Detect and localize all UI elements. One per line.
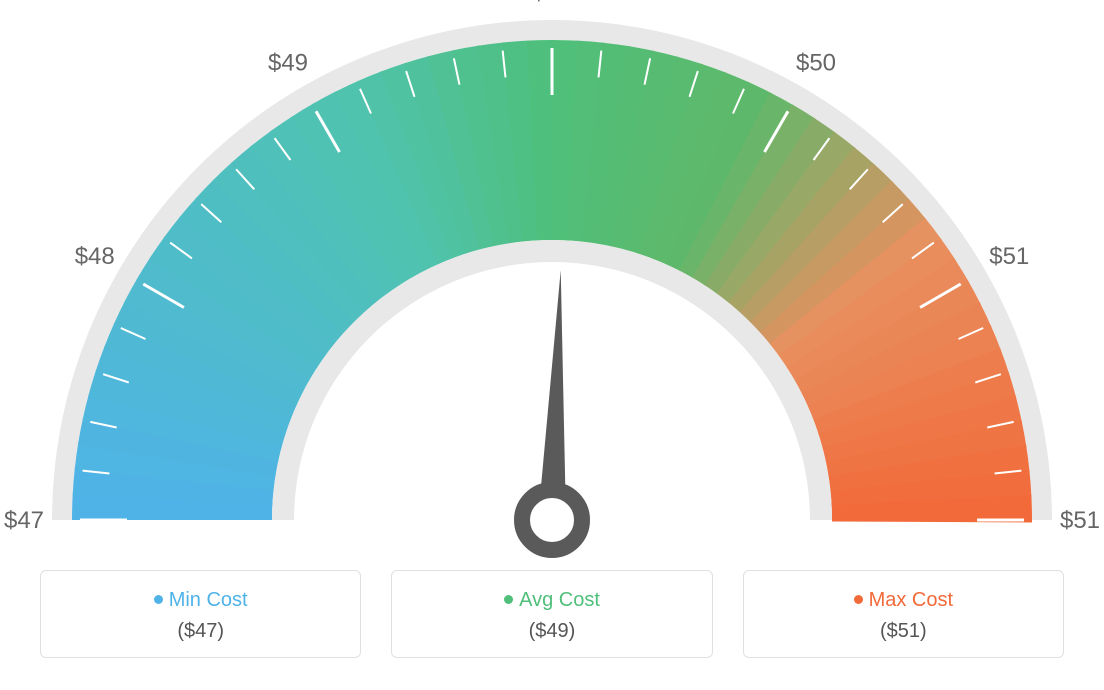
legend-title-max: Max Cost	[754, 589, 1053, 612]
legend-bullet-max	[854, 595, 863, 604]
legend-card-max: Max Cost ($51)	[743, 570, 1064, 658]
legend-value-max: ($51)	[754, 620, 1053, 643]
legend-label-max: Max Cost	[869, 589, 953, 611]
legend-label-min: Min Cost	[169, 589, 248, 611]
legend-value-avg: ($49)	[402, 620, 701, 643]
legend-value-min: ($47)	[51, 620, 350, 643]
legend-title-min: Min Cost	[51, 589, 350, 612]
svg-text:$51: $51	[1060, 507, 1100, 534]
svg-text:$51: $51	[989, 243, 1029, 270]
svg-text:$49: $49	[268, 50, 308, 77]
legend-card-avg: Avg Cost ($49)	[391, 570, 712, 658]
svg-text:$48: $48	[75, 243, 115, 270]
gauge-svg: $47 $48 $49 $49 $50 $51 $51	[0, 0, 1104, 560]
legend-title-avg: Avg Cost	[402, 589, 701, 612]
legend-row: Min Cost ($47) Avg Cost ($49) Max Cost (…	[0, 570, 1104, 658]
svg-text:$49: $49	[532, 0, 572, 6]
svg-text:$50: $50	[796, 50, 836, 77]
cost-gauge-chart: $47 $48 $49 $49 $50 $51 $51	[0, 0, 1104, 560]
svg-text:$47: $47	[4, 507, 44, 534]
legend-card-min: Min Cost ($47)	[40, 570, 361, 658]
legend-label-avg: Avg Cost	[519, 589, 600, 611]
legend-bullet-avg	[504, 595, 513, 604]
legend-bullet-min	[154, 595, 163, 604]
